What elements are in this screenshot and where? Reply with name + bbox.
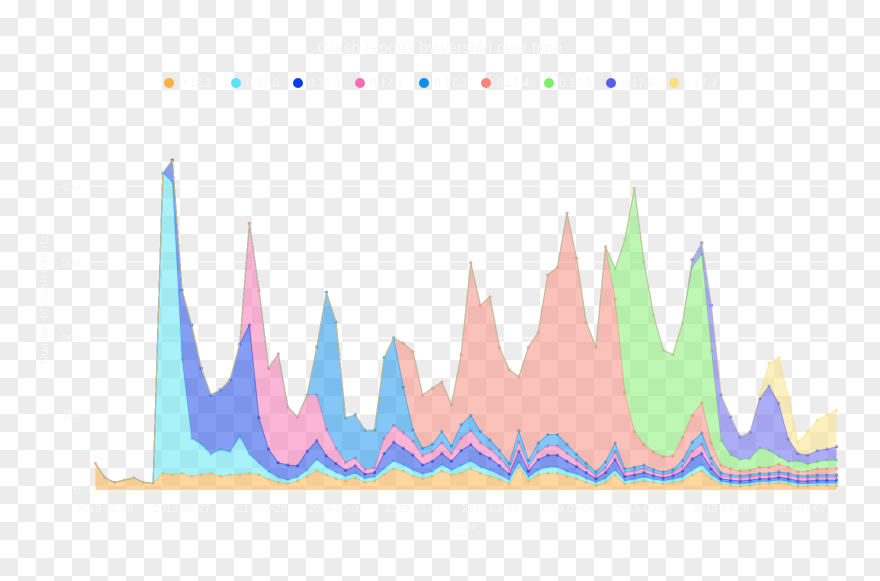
legend-marker — [355, 78, 365, 88]
legend-marker — [544, 78, 554, 88]
legend-marker — [669, 78, 679, 88]
legend-label: 0.17.0 — [246, 76, 280, 90]
x-tick-label: 2019-03-01 — [308, 503, 364, 515]
x-axis-label: Date — [452, 519, 478, 533]
y-tick-label: 200 — [62, 333, 80, 345]
legend-marker — [419, 78, 429, 88]
line-0.16.1 — [94, 463, 837, 487]
legend-marker — [293, 78, 303, 88]
legend-item-0.17.2[interactable]: 0.17.2 — [355, 76, 404, 90]
area-series — [93, 158, 839, 490]
x-tick-label: 2019-03-04 — [539, 503, 595, 515]
legend-label: 0.17.4 — [496, 76, 530, 90]
y-tick-label: 0 — [74, 485, 80, 497]
data-point — [526, 464, 531, 469]
y-tick-label: 300 — [62, 257, 80, 269]
legend-label: 0.16.1 — [179, 76, 213, 90]
area-0.17.2 — [95, 160, 837, 484]
data-point — [449, 451, 454, 456]
legend-label: 0.17.7 — [684, 76, 718, 90]
legend-item-0.17.3[interactable]: 0.17.3 — [419, 76, 468, 90]
legend-label: 0.17.6 — [621, 76, 655, 90]
legend-label: 0.17.5 — [559, 76, 593, 90]
legend-item-0.17.5[interactable]: 0.17.5 — [544, 76, 593, 90]
data-point — [796, 440, 800, 444]
legend-item-0.17.1[interactable]: 0.17.1 — [293, 76, 342, 90]
y-tick-label: 100 — [62, 409, 80, 421]
x-tick-label: 2019-02-26 — [77, 503, 133, 515]
x-tick-label: 2019-02-27 — [154, 503, 210, 515]
legend-label: 0.17.2 — [370, 76, 404, 90]
x-tick-label: 2019-03-06 — [693, 503, 749, 515]
x-tick-label: 2019-03-03 — [462, 503, 518, 515]
data-point — [449, 444, 454, 448]
data-point — [767, 361, 771, 365]
legend-item-0.17.6[interactable]: 0.17.6 — [606, 76, 655, 90]
legend-marker — [164, 78, 174, 88]
data-point — [507, 467, 511, 472]
data-point — [834, 408, 839, 412]
data-point — [806, 430, 810, 434]
legend-marker — [606, 78, 616, 88]
data-point — [786, 395, 790, 399]
legend-label: 0.17.3 — [434, 76, 468, 90]
x-axis-ticks: 2019-02-26 2019-02-27 2019-02-28 2019-03-01… — [77, 503, 826, 515]
area-0.17.4 — [95, 160, 837, 484]
area-0.17.5 — [95, 160, 837, 484]
legend-marker — [231, 78, 241, 88]
data-point — [507, 461, 511, 465]
y-tick-label: 400 — [62, 181, 80, 193]
data-point — [815, 418, 819, 422]
data-point — [757, 393, 762, 397]
area-0.16.1 — [95, 463, 837, 490]
legend-item-0.17.7[interactable]: 0.17.7 — [669, 76, 718, 90]
series-0.17.7 — [94, 158, 839, 484]
legend: 0.16.1 0.17.0 0.17.1 0.17.2 0.17.3 0.17.4 0.17… — [164, 76, 718, 90]
x-tick-label: 2019-03-02 — [385, 503, 441, 515]
line-0.17.7 — [94, 158, 837, 484]
legend-marker — [481, 78, 491, 88]
data-point — [777, 356, 781, 360]
x-tick-label: 2019-02-28 — [231, 503, 287, 515]
legend-label: 0.17.1 — [308, 76, 342, 90]
legend-item-0.16.1[interactable]: 0.16.1 — [164, 76, 213, 90]
y-axis-label: Number of crash reports — [37, 235, 51, 364]
x-tick-label: 2019-03-07 — [770, 503, 826, 515]
legend-item-0.17.4[interactable]: 0.17.4 — [481, 76, 530, 90]
legend-item-0.17.0[interactable]: 0.17.0 — [231, 76, 280, 90]
data-point — [825, 413, 829, 417]
chart-title: Crash reports by version over time — [318, 40, 563, 57]
y-axis-ticks: 0 100 200 300 400 — [62, 181, 80, 497]
x-tick-label: 2019-03-05 — [616, 503, 672, 515]
area-0.17.0 — [95, 173, 837, 487]
